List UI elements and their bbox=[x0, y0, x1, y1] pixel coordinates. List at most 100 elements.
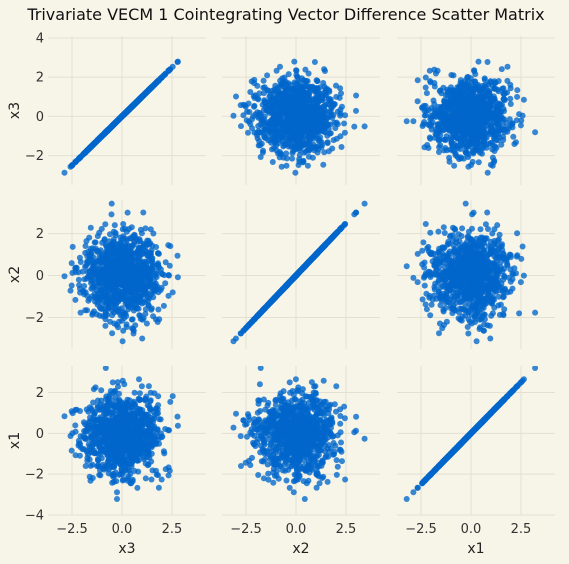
scatter-point bbox=[148, 305, 155, 312]
scatter-point bbox=[105, 263, 112, 270]
scatter-point bbox=[285, 143, 292, 150]
scatter-point bbox=[510, 133, 517, 140]
scatter-point bbox=[68, 282, 75, 289]
scatter-point bbox=[91, 239, 98, 246]
scatter-point bbox=[251, 103, 257, 110]
scatter-point bbox=[282, 78, 289, 85]
scatter-point bbox=[143, 320, 150, 327]
scatter-point bbox=[128, 235, 135, 242]
scatter-point bbox=[139, 244, 146, 251]
scatter-point bbox=[440, 103, 447, 110]
scatter-point bbox=[216, 119, 222, 125]
scatter-point bbox=[35, 196, 41, 202]
scatter-point bbox=[102, 299, 109, 306]
scatter-point bbox=[296, 152, 303, 158]
scatter-point bbox=[88, 280, 95, 287]
scatter-point bbox=[137, 312, 144, 319]
scatter-point bbox=[461, 86, 468, 93]
scatter-point bbox=[295, 84, 302, 91]
scatter-point bbox=[444, 92, 451, 99]
panel-x3-vs-x2 bbox=[216, 36, 380, 202]
scatter-point bbox=[304, 162, 311, 169]
scatter-point bbox=[287, 121, 294, 128]
scatter-point bbox=[351, 211, 358, 218]
scatter-point bbox=[87, 259, 93, 266]
scatter-point bbox=[422, 84, 429, 91]
scatter-point bbox=[293, 67, 300, 74]
scatter-point bbox=[75, 276, 82, 283]
scatter-point bbox=[98, 257, 105, 264]
scatter-point bbox=[158, 270, 165, 277]
scatter-point bbox=[158, 74, 165, 81]
scatter-point bbox=[140, 209, 147, 216]
scatter-point bbox=[341, 129, 348, 136]
scatter-point bbox=[96, 280, 103, 287]
scatter-point bbox=[292, 146, 298, 152]
scatter-point bbox=[481, 76, 488, 83]
scatter-point bbox=[504, 63, 511, 70]
scatter-point bbox=[492, 85, 498, 92]
scatter-point bbox=[278, 163, 285, 170]
scatter-point bbox=[325, 148, 332, 155]
scatter-point bbox=[249, 125, 255, 132]
scatter-point bbox=[291, 58, 298, 65]
scatter-point bbox=[277, 77, 284, 84]
scatter-point bbox=[67, 287, 74, 294]
scatter-point bbox=[280, 154, 287, 161]
scatter-point bbox=[446, 154, 453, 161]
scatter-point bbox=[106, 258, 112, 265]
scatter-point bbox=[263, 126, 269, 133]
scatter-point bbox=[108, 253, 115, 260]
scatter-point bbox=[486, 115, 493, 122]
scatter-point bbox=[301, 102, 308, 109]
scatter-point bbox=[503, 120, 510, 126]
scatter-point bbox=[481, 134, 488, 141]
scatter-point bbox=[117, 281, 124, 288]
scatter-point bbox=[245, 118, 252, 125]
y-tick-label: 2 bbox=[36, 71, 44, 86]
scatter-point bbox=[129, 256, 135, 263]
scatter-point bbox=[169, 63, 176, 70]
scatter-point bbox=[437, 142, 444, 149]
scatter-point bbox=[361, 123, 368, 130]
scatter-point bbox=[79, 268, 86, 275]
scatter-point bbox=[77, 154, 83, 161]
scatter-point bbox=[104, 281, 110, 288]
scatter-point bbox=[501, 96, 508, 103]
scatter-point bbox=[327, 121, 334, 128]
scatter-point bbox=[338, 144, 345, 150]
scatter-point bbox=[509, 124, 516, 131]
scatter-point bbox=[472, 86, 478, 93]
scatter-point bbox=[301, 108, 308, 115]
scatter-point bbox=[475, 159, 482, 166]
scatter-point bbox=[504, 77, 511, 84]
scatter-point bbox=[97, 247, 104, 254]
scatter-point bbox=[338, 90, 344, 97]
scatter-point bbox=[314, 78, 321, 84]
scatter-point bbox=[155, 306, 162, 313]
scatter-point bbox=[85, 248, 92, 255]
chart-title: Trivariate VECM 1 Cointegrating Vector D… bbox=[26, 5, 544, 24]
scatter-point bbox=[135, 275, 142, 282]
scatter-point bbox=[61, 273, 68, 280]
scatter-point bbox=[148, 269, 155, 276]
scatter-point bbox=[467, 105, 474, 111]
scatter-point bbox=[513, 139, 519, 146]
scatter-point bbox=[137, 237, 143, 244]
scatter-point bbox=[293, 110, 300, 117]
scatter-point bbox=[465, 92, 472, 98]
scatter-point bbox=[403, 118, 410, 125]
scatter-point bbox=[121, 277, 128, 284]
scatter-point bbox=[307, 196, 313, 202]
scatter-point bbox=[285, 71, 292, 78]
scatter-point bbox=[312, 86, 319, 93]
scatter-point bbox=[278, 134, 285, 141]
scatter-point bbox=[108, 200, 115, 207]
scatter-point bbox=[483, 93, 490, 100]
scatter-point bbox=[428, 126, 435, 133]
scatter-point bbox=[257, 154, 264, 160]
scatter-point bbox=[132, 283, 139, 290]
scatter-point bbox=[516, 111, 523, 118]
scatter-point bbox=[72, 265, 79, 272]
scatter-point bbox=[293, 115, 300, 122]
